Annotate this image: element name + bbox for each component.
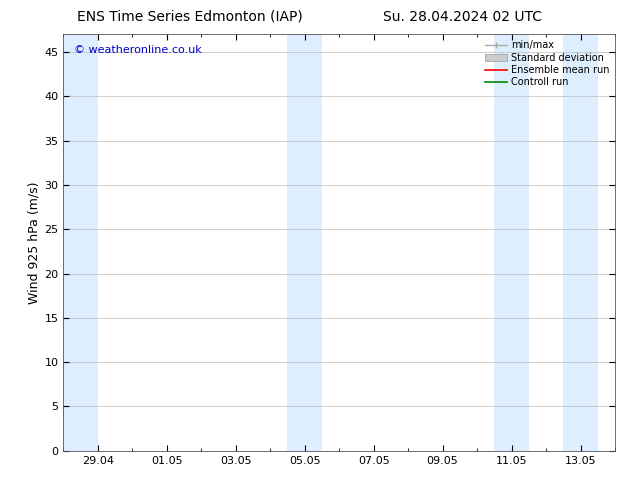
- Bar: [563, 34, 598, 451]
- Bar: [63, 34, 98, 451]
- Text: ENS Time Series Edmonton (IAP): ENS Time Series Edmonton (IAP): [77, 10, 303, 24]
- Y-axis label: Wind 925 hPa (m/s): Wind 925 hPa (m/s): [27, 181, 40, 304]
- Bar: [495, 34, 529, 451]
- Text: Su. 28.04.2024 02 UTC: Su. 28.04.2024 02 UTC: [384, 10, 542, 24]
- Legend: min/max, Standard deviation, Ensemble mean run, Controll run: min/max, Standard deviation, Ensemble me…: [481, 36, 613, 91]
- Bar: [287, 34, 322, 451]
- Text: © weatheronline.co.uk: © weatheronline.co.uk: [74, 45, 202, 55]
